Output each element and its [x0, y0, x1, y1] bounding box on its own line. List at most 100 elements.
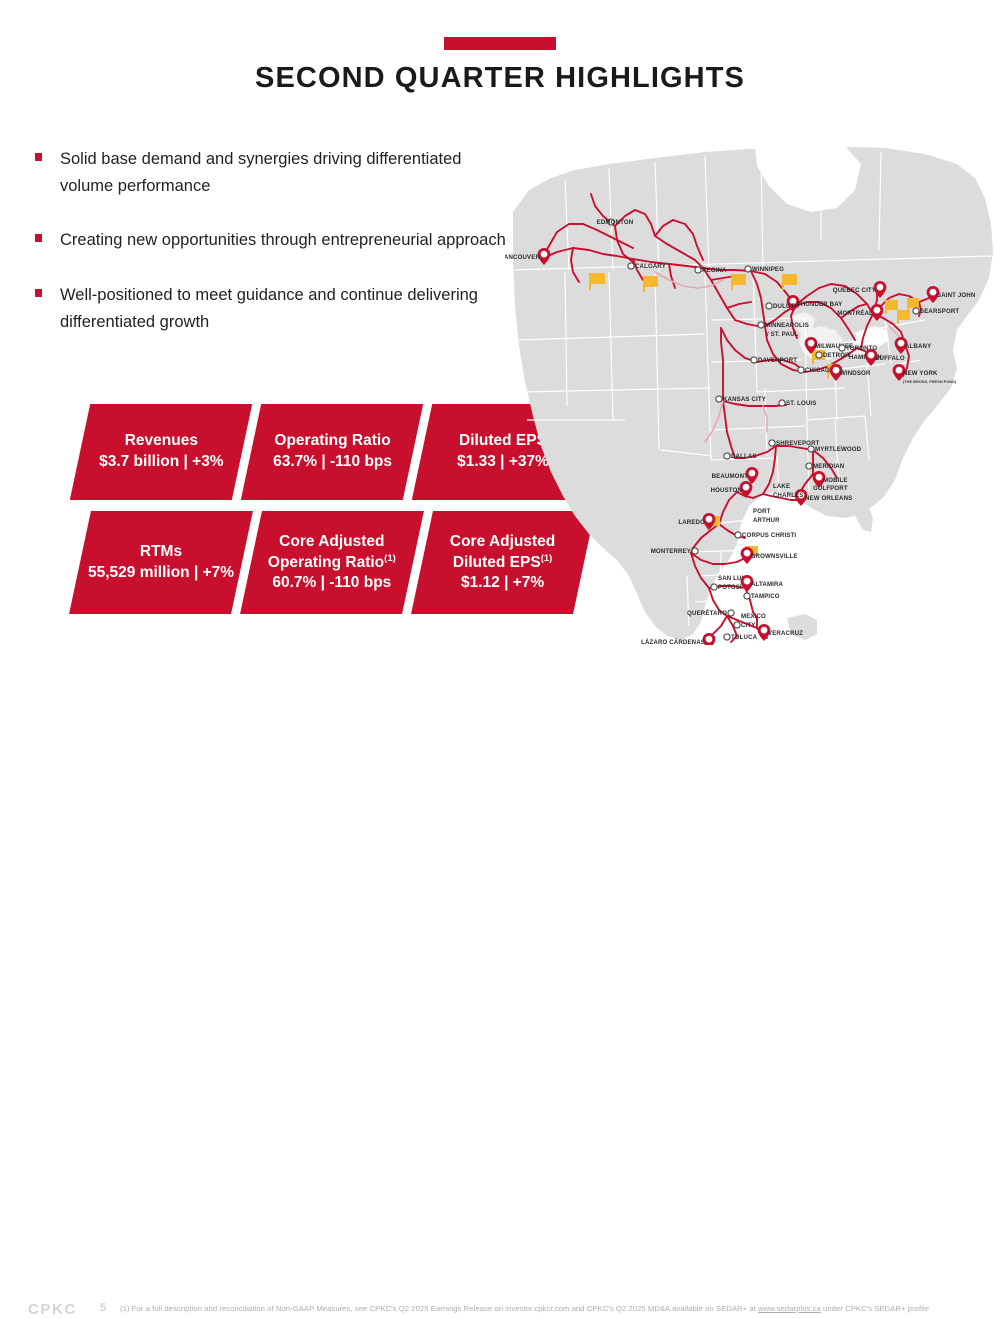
map-city-searsport: SEARSPORT: [912, 307, 959, 315]
map-node-icon: [627, 262, 635, 270]
sedarplus-link[interactable]: www.sedarplus.ca: [758, 1304, 821, 1313]
bullet-square-icon: [35, 234, 42, 243]
map-city-san-luis: SAN LUIS: [718, 575, 748, 582]
map-node-icon: [750, 356, 758, 364]
map-city-l-zaro-c-rdenas: LÁZARO CÁRDENAS: [641, 633, 716, 645]
map-city-port: PORT: [753, 508, 771, 515]
map-city-windsor: WINDSOR: [829, 364, 871, 381]
map-city-quer-taro: QUERÉTARO: [687, 609, 735, 617]
map-city-mexico: MEXICO: [741, 613, 766, 620]
map-city-label: NEW ORLEANS: [805, 495, 852, 502]
bullet-text: Solid base demand and synergies driving …: [60, 150, 462, 195]
cpkc-logo: CPKC: [28, 1301, 77, 1318]
metric-label-2-text: Operating Ratio: [268, 553, 385, 571]
list-item: Well-positioned to meet guidance and con…: [32, 282, 512, 335]
metric-label: Revenues: [124, 432, 198, 450]
map-city-arthur: ARTHUR: [753, 517, 780, 524]
map-city-winnipeg: WINNIPEG: [744, 265, 784, 273]
map-city-toronto: TORONTO: [838, 344, 877, 352]
bullet-text: Creating new opportunities through entre…: [60, 231, 506, 250]
north-america-rail-network-map: VANCOUVER EDMONTON CALGARY REGINA WINNIPEG TH…: [505, 120, 1000, 645]
map-city-minneapolis: MINNEAPOLIS: [757, 321, 809, 329]
map-city-label: MILWAUKEE: [815, 343, 853, 350]
map-city-label: EDMONTON: [597, 219, 634, 226]
map-borders: [512, 150, 992, 627]
map-node-icon: [912, 307, 920, 315]
map-city-myrtlewood: MYRTLEWOOD: [807, 445, 862, 453]
map-city-label: CHARLES: [773, 492, 804, 499]
title-accent-bar: [444, 37, 556, 50]
metric-value: 63.7% | -110 bps: [272, 453, 392, 470]
map-node-icon: [727, 609, 735, 617]
map-city-altamira: ALTAMIRA: [740, 575, 784, 592]
map-city-toluca: TOLUCA: [723, 633, 757, 641]
map-node-icon: [744, 265, 752, 273]
map-city-city: CITY: [733, 621, 755, 629]
map-city-kansas-city: KANSAS CITY: [715, 395, 766, 403]
metric-label: RTMs: [139, 542, 183, 560]
map-city-label: SEARSPORT: [920, 308, 959, 315]
map-city-label: MERIDIAN: [813, 463, 844, 470]
map-city-label: MYRTLEWOOD: [815, 446, 862, 453]
map-city-duluth: DULUTH: [765, 302, 799, 310]
map-city-label: MONTERREY: [651, 548, 691, 555]
map-city-label: ALTAMIRA: [751, 581, 784, 588]
map-city-label: LÁZARO CÁRDENAS: [641, 639, 705, 645]
map-landmass: [513, 142, 993, 640]
map-city-label: SAN LUIS: [718, 575, 748, 582]
map-city-buffalo: BUFFALO: [864, 349, 905, 366]
rail-network-lines: [540, 193, 938, 643]
map-city-label: KANSAS CITY: [723, 396, 766, 403]
map-city-veracruz: VERACRUZ: [757, 624, 803, 641]
map-city-qu-bec-city: QUÉBEC CITY: [833, 281, 887, 298]
map-city-label: CITY: [741, 622, 755, 629]
map-city-label: SHREVEPORT: [776, 440, 820, 447]
map-city-the-bronx-fresh-pond: (THE BRONX, FRESH POND): [903, 379, 957, 384]
map-city-corpus-christi: CORPUS CHRISTI: [734, 531, 796, 539]
metric-label: Core Adjusted: [279, 532, 385, 550]
footnote-suffix: under CPKC's SEDAR+ profile: [820, 1304, 930, 1313]
map-city-new-orleans: NEW ORLEANS: [794, 489, 852, 506]
map-city-label: BROWNSVILLE: [751, 553, 798, 560]
map-city-shreveport: SHREVEPORT: [768, 439, 820, 447]
map-city-gulfport: GULFPORT: [813, 485, 848, 492]
map-city-label: DULUTH: [773, 303, 799, 310]
map-node-icon: [715, 395, 723, 403]
metric-label: Operating Ratio: [273, 432, 391, 450]
map-city-label: BEAUMONT: [712, 473, 749, 480]
map-city-label: ST. LOUIS: [786, 400, 816, 407]
map-node-icon: [805, 462, 813, 470]
map-city-label: POTOSÍ: [718, 583, 742, 591]
map-node-icon: [710, 583, 718, 591]
map-city-dallas: DALLAS: [723, 452, 757, 460]
map-node-icon: [807, 445, 815, 453]
metric-tile-revenues: Revenues $3.7 billion | +3%: [69, 404, 253, 500]
map-city-label: WINDSOR: [840, 370, 871, 377]
footnote: (1) For a full description and reconcili…: [120, 1304, 929, 1313]
map-city-mobile: MOBILE: [812, 471, 847, 488]
map-city-regina: REGINA: [694, 266, 727, 274]
map-city-thunder-bay: THUNDER BAY: [786, 295, 842, 312]
map-city-houston: HOUSTON: [711, 481, 753, 498]
map-city-label: VERACRUZ: [768, 630, 803, 637]
map-city-label: WINNIPEG: [752, 266, 784, 273]
list-item: Creating new opportunities through entre…: [32, 227, 512, 254]
map-city-label: MONTRÉAL: [837, 309, 873, 317]
metric-tile-rtms: RTMs 55,529 million | +7%: [69, 511, 253, 614]
map-city-label: MEXICO: [741, 613, 766, 620]
map-city-label: GULFPORT: [813, 485, 848, 492]
footnote-prefix: (1) For a full description and reconcili…: [120, 1304, 759, 1313]
map-city-label: DALLAS: [731, 453, 757, 460]
map-node-icon: [815, 351, 823, 359]
map-city-label: TORONTO: [846, 345, 877, 352]
map-city-label: TAMPICO: [751, 593, 780, 600]
map-city-label: (THE BRONX, FRESH POND): [903, 379, 957, 384]
map-node-icon: [797, 366, 805, 374]
bullet-square-icon: [35, 289, 42, 298]
map-city-label: QUERÉTARO: [687, 609, 727, 617]
map-city-lake: LAKE: [773, 483, 790, 490]
map-city-label: / ST. PAUL: [767, 331, 799, 338]
map-node-icon: [768, 439, 776, 447]
map-city-albany: ALBANY: [894, 337, 931, 354]
map-city-st-paul: / ST. PAUL: [767, 331, 799, 338]
